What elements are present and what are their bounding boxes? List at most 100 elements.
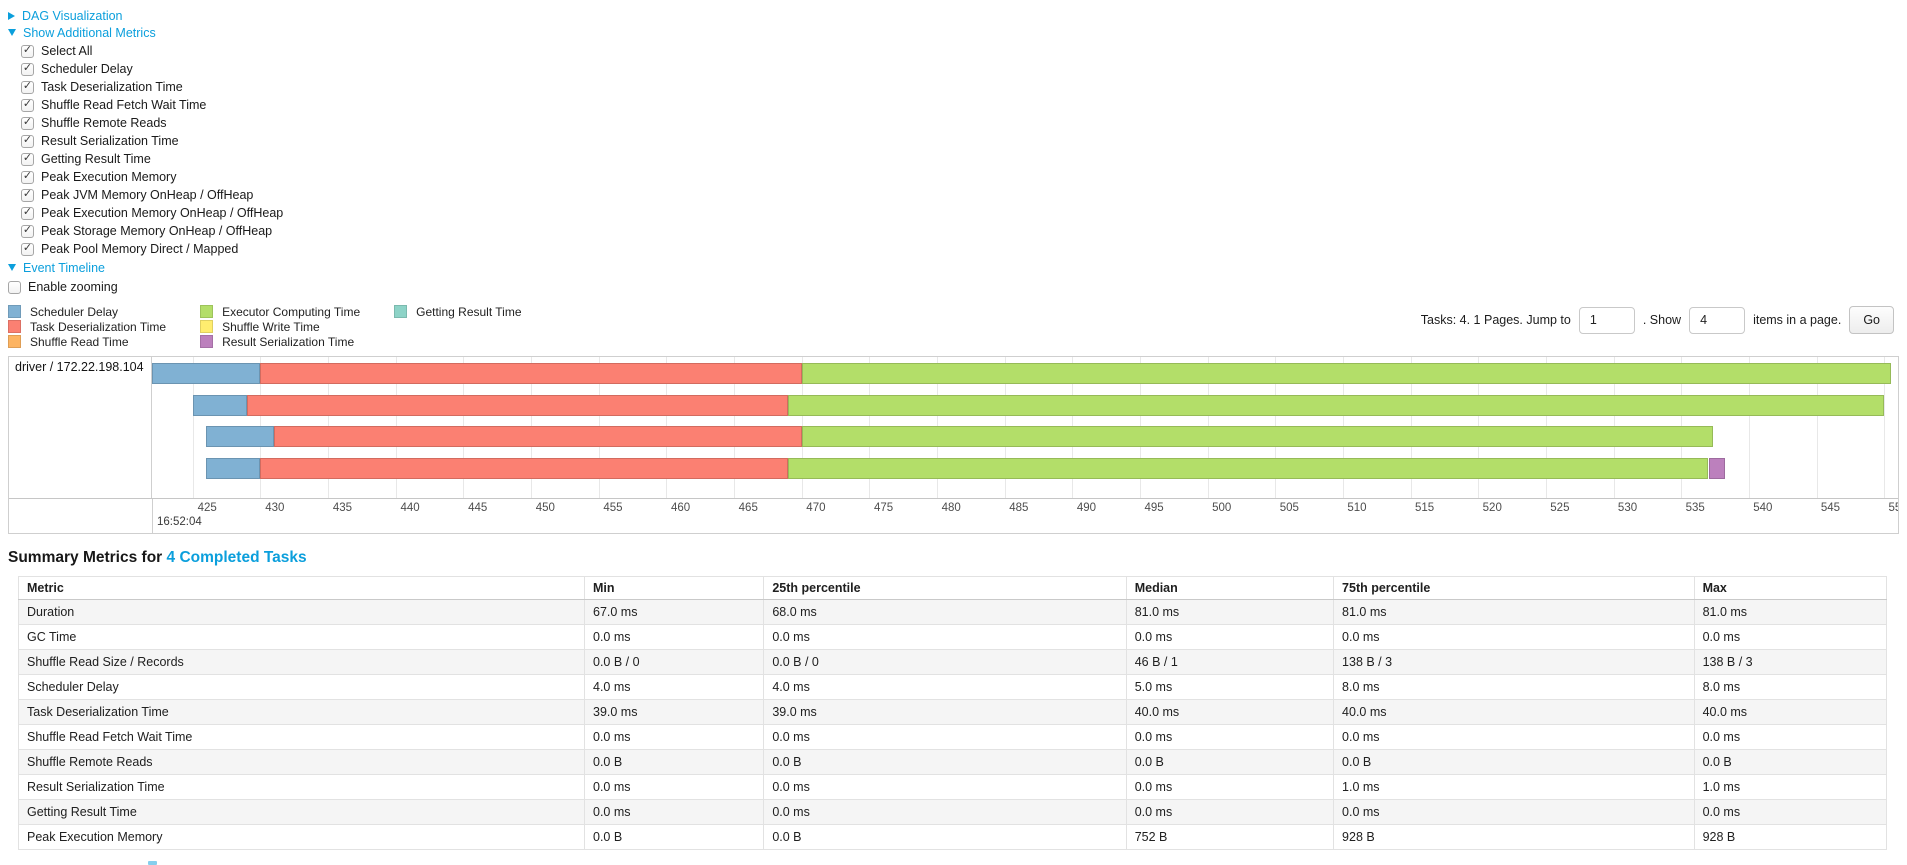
summary-metric-value: 39.0 ms: [583, 699, 765, 725]
summary-metric-value: 0.0 B: [583, 749, 765, 775]
event-timeline-toggle[interactable]: Event Timeline: [8, 260, 1899, 275]
task-bar-segment-task-deserialization[interactable]: [260, 363, 802, 384]
metric-checkbox-label: Result Serialization Time: [41, 134, 179, 148]
show-additional-metrics-link[interactable]: Show Additional Metrics: [23, 25, 156, 40]
legend-swatch-icon: [394, 305, 408, 318]
event-timeline-link[interactable]: Event Timeline: [23, 260, 105, 275]
axis-tick-label: 510: [1347, 502, 1367, 514]
metric-checkbox-item[interactable]: Shuffle Read Fetch Wait Time: [21, 96, 1899, 114]
legend-swatch-icon: [8, 335, 21, 348]
summary-metric-value: 0.0 ms: [1333, 799, 1695, 825]
axis-tick-label: 495: [1144, 502, 1164, 514]
metric-checkbox-item[interactable]: Peak Pool Memory Direct / Mapped: [21, 240, 1899, 258]
summary-table-body: Duration 67.0 ms 68.0 ms 81.0 ms 81.0 ms 81.0…: [18, 599, 1888, 850]
dag-visualization-toggle[interactable]: DAG Visualization: [8, 8, 1899, 23]
summary-table-header-row: Metric Min 25th percentile Median 75th perce…: [18, 576, 1888, 600]
enable-zooming-checkbox[interactable]: [8, 280, 21, 294]
show-additional-metrics-toggle[interactable]: Show Additional Metrics: [8, 25, 1899, 40]
summary-metric-value: 40.0 ms: [1693, 699, 1888, 725]
summary-metric-value: 0.0 ms: [1333, 624, 1695, 650]
metric-checkbox-item[interactable]: Peak Execution Memory OnHeap / OffHeap: [21, 204, 1899, 222]
task-bar-segment-scheduler-delay[interactable]: [206, 426, 274, 448]
checkbox-checked-icon[interactable]: [21, 44, 34, 58]
summary-table-row: Shuffle Remote Reads 0.0 B 0.0 B 0.0 B 0.0 B…: [18, 749, 1888, 775]
summary-metric-value: 67.0 ms: [583, 599, 765, 625]
metric-checkbox-item[interactable]: Peak JVM Memory OnHeap / OffHeap: [21, 186, 1899, 204]
checkbox-checked-icon[interactable]: [21, 206, 34, 220]
axis-divider: [152, 499, 153, 533]
checkbox-checked-icon[interactable]: [21, 80, 34, 94]
metric-checkbox-item[interactable]: Task Deserialization Time: [21, 78, 1899, 96]
summary-metric-value: 138 B / 3: [1333, 649, 1695, 675]
checkbox-checked-icon[interactable]: [21, 242, 34, 256]
task-bar-segment-result-serialization[interactable]: [1708, 458, 1725, 480]
checkbox-checked-icon[interactable]: [21, 98, 34, 112]
summary-metric-value: 0.0 ms: [763, 724, 1127, 750]
checkbox-checked-icon[interactable]: [21, 62, 34, 76]
metric-checkbox-item[interactable]: Peak Storage Memory OnHeap / OffHeap: [21, 222, 1899, 240]
task-bar-segment-scheduler-delay[interactable]: [206, 458, 261, 480]
timeline-rows-area: driver / 172.22.198.104: [9, 357, 1898, 499]
legend-label: Shuffle Read Time: [30, 334, 129, 349]
checkbox-checked-icon[interactable]: [21, 188, 34, 202]
metric-checkbox-label: Peak Execution Memory OnHeap / OffHeap: [41, 206, 284, 220]
timeline-bars: [152, 357, 1898, 498]
pagination-show-label: . Show: [1642, 313, 1682, 327]
summary-metric-value: 0.0 B: [763, 824, 1127, 850]
task-bar-segment-task-deserialization[interactable]: [273, 426, 802, 448]
axis-tick-label: 500: [1212, 502, 1232, 514]
caret-right-icon: [8, 11, 15, 20]
axis-tick-label: 515: [1415, 502, 1435, 514]
metric-checkbox-item[interactable]: Getting Result Time: [21, 150, 1899, 168]
checkbox-checked-icon[interactable]: [21, 116, 34, 130]
summary-table-row: Shuffle Read Fetch Wait Time 0.0 ms 0.0 ms…: [18, 724, 1888, 750]
go-button[interactable]: Go: [1849, 306, 1894, 334]
axis-tick-label: 425: [197, 502, 217, 514]
axis-tick-label: 450: [535, 502, 555, 514]
task-bar-segment-executor-computing[interactable]: [801, 426, 1713, 448]
metric-checkbox-item[interactable]: Result Serialization Time: [21, 132, 1899, 150]
summary-metric-name: Shuffle Read Size / Records: [18, 649, 585, 675]
metric-checkbox-label: Shuffle Read Fetch Wait Time: [41, 98, 207, 112]
summary-metric-value: 0.0 ms: [1125, 624, 1335, 650]
summary-metric-value: 1.0 ms: [1693, 774, 1888, 800]
legend-item: Result Serialization Time: [200, 334, 360, 349]
checkbox-checked-icon[interactable]: [21, 170, 34, 184]
summary-metric-value: 0.0 ms: [1125, 724, 1335, 750]
jump-to-page-input[interactable]: [1578, 306, 1635, 334]
metric-checkbox-label: Peak Pool Memory Direct / Mapped: [41, 242, 239, 256]
items-per-page-input[interactable]: [1689, 306, 1746, 334]
summary-metric-name: Duration: [18, 599, 585, 625]
timeline-axis: 16:52:04 425 430 435 440 445 450 455 460 465 470 4…: [9, 499, 1898, 533]
task-bar-segment-executor-computing[interactable]: [788, 394, 1885, 416]
summary-metric-value: 0.0 ms: [583, 774, 765, 800]
summary-metric-name: Shuffle Remote Reads: [18, 749, 585, 775]
enable-zooming-row[interactable]: Enable zooming: [8, 278, 1899, 296]
task-bar-segment-executor-computing[interactable]: [801, 363, 1892, 384]
summary-metric-value: 0.0 ms: [763, 774, 1127, 800]
metric-checkbox-label: Select All: [41, 44, 93, 58]
summary-metric-value: 81.0 ms: [1333, 599, 1695, 625]
summary-metric-value: 752 B: [1125, 824, 1335, 850]
task-bar-segment-executor-computing[interactable]: [788, 458, 1709, 480]
task-bar-segment-task-deserialization[interactable]: [246, 394, 789, 416]
metric-checkbox-item[interactable]: Select All: [21, 42, 1899, 60]
checkbox-checked-icon[interactable]: [21, 224, 34, 238]
completed-tasks-link[interactable]: 4 Completed Tasks: [166, 549, 307, 566]
summary-metric-value: 0.0 ms: [763, 799, 1127, 825]
gridline: [192, 357, 194, 498]
metric-checkbox-item[interactable]: Shuffle Remote Reads: [21, 114, 1899, 132]
checkbox-checked-icon[interactable]: [21, 134, 34, 148]
checkbox-checked-icon[interactable]: [21, 152, 34, 166]
task-bar-segment-scheduler-delay[interactable]: [192, 394, 247, 416]
summary-table-row: Shuffle Read Size / Records 0.0 B / 0 0.0 …: [18, 649, 1888, 675]
dag-visualization-link[interactable]: DAG Visualization: [22, 8, 123, 23]
metric-checkbox-item[interactable]: Scheduler Delay: [21, 60, 1899, 78]
summary-heading-prefix: Summary Metrics for: [8, 549, 163, 566]
task-bar-segment-task-deserialization[interactable]: [260, 458, 789, 480]
metrics-checkbox-list: Select All Scheduler Delay Task Deserializ…: [8, 42, 1899, 258]
task-bar-segment-scheduler-delay[interactable]: [152, 363, 261, 384]
metric-checkbox-item[interactable]: Peak Execution Memory: [21, 168, 1899, 186]
summary-metric-value: 5.0 ms: [1125, 674, 1335, 700]
legend-swatch-icon: [200, 320, 214, 333]
